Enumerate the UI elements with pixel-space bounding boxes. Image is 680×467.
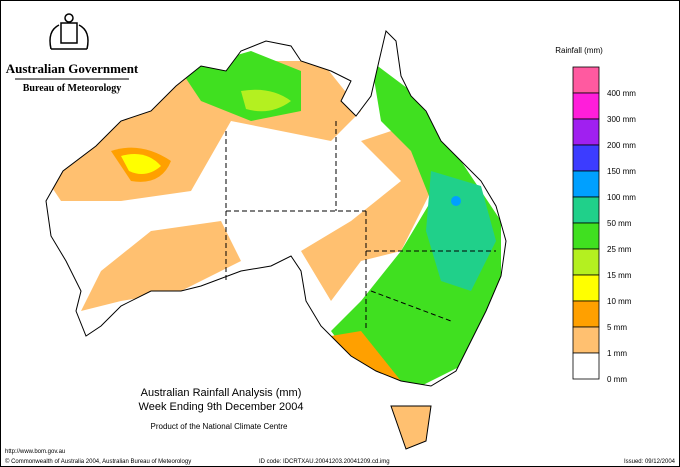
legend-label: 10 mm <box>607 297 632 306</box>
legend-swatch <box>572 300 600 328</box>
legend-swatch <box>572 352 600 380</box>
legend-swatch <box>572 66 600 94</box>
legend-swatch <box>572 248 600 276</box>
legend-swatch <box>572 118 600 146</box>
legend-swatch <box>572 170 600 198</box>
footer-id: ID code: IDCRTXAU.20041203.20041209.cd.i… <box>259 459 390 465</box>
tasmania <box>390 405 432 450</box>
legend-swatch <box>572 92 600 120</box>
legend-label: 100 mm <box>607 193 636 202</box>
footer-url: http://www.bom.gov.au <box>5 449 65 455</box>
legend-swatch <box>572 196 600 224</box>
legend-label: 300 mm <box>607 115 636 124</box>
legend-label: 200 mm <box>607 141 636 150</box>
legend-label: 0 mm <box>607 375 627 384</box>
state-borders <box>225 121 496 331</box>
legend-label: 50 mm <box>607 219 632 228</box>
legend-label: 1 mm <box>607 349 627 358</box>
legend-label: 15 mm <box>607 271 632 280</box>
legend-swatch <box>572 326 600 354</box>
legend-label: 25 mm <box>607 245 632 254</box>
legend: 400 mm 300 mm 200 mm 150 mm 100 mm 50 mm 25 mm… <box>572 66 636 384</box>
legend-label: 400 mm <box>607 89 636 98</box>
caption-title: Australian Rainfall Analysis (mm) <box>141 387 302 399</box>
legend-swatch <box>572 144 600 172</box>
footer-copyright: © Commonwealth of Australia 2004, Austra… <box>5 458 191 465</box>
legend-label: 150 mm <box>607 167 636 176</box>
legend-swatch <box>572 222 600 250</box>
coat-of-arms <box>49 13 89 50</box>
legend-swatch <box>572 274 600 302</box>
legend-title: Rainfall (mm) <box>555 46 603 55</box>
caption-period: Week Ending 9th December 2004 <box>139 401 304 413</box>
caption-product: Product of the National Climate Centre <box>151 422 289 431</box>
coastline <box>45 30 507 387</box>
government-name: Australian Government <box>6 61 139 76</box>
footer-issued: Issued: 09/12/2004 <box>624 459 676 465</box>
legend-label: 5 mm <box>607 323 627 332</box>
bureau-name: Bureau of Meteorology <box>23 83 122 94</box>
